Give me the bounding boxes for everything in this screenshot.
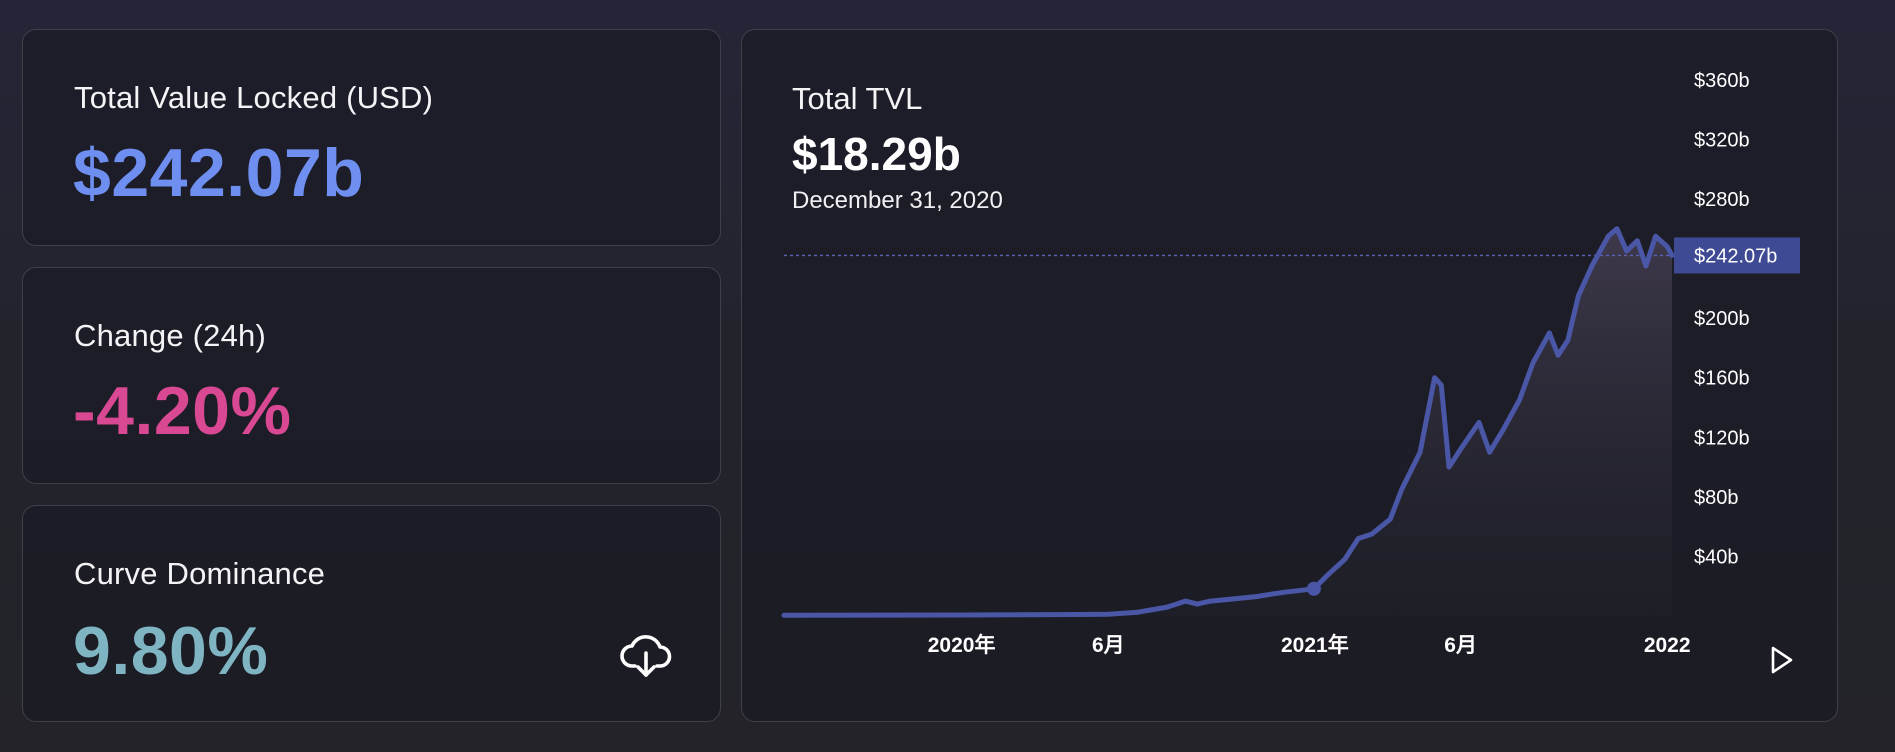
download-button[interactable] <box>618 631 674 681</box>
y-tick-label: $40b <box>1694 546 1739 568</box>
change-label: Change (24h) <box>74 318 266 353</box>
x-tick-label: 2020年 <box>928 633 996 657</box>
tvl-area-fill <box>784 228 1672 616</box>
tvl-line-series <box>781 226 1675 618</box>
tvl-card: Total Value Locked (USD) $242.07b <box>22 29 721 246</box>
tvl-chart[interactable]: $40b $80b $120b $160b $200b $280b $320b $360b 2… <box>742 30 1839 723</box>
x-tick-label: 6月 <box>1444 634 1477 657</box>
current-value-badge <box>1674 237 1800 274</box>
y-tick-label: $280b <box>1694 189 1750 211</box>
x-tick-label: 2021年 <box>1281 633 1349 657</box>
change-card: Change (24h) -4.20% <box>22 267 721 484</box>
y-tick-label: $80b <box>1694 487 1739 509</box>
dominance-label: Curve Dominance <box>74 556 326 591</box>
tvl-label: Total Value Locked (USD) <box>74 80 434 115</box>
dominance-value: 9.80% <box>73 613 269 689</box>
highlight-point <box>1306 581 1321 596</box>
tvl-value: $242.07b <box>73 135 365 211</box>
chart-title: Total TVL <box>792 81 923 116</box>
play-button[interactable] <box>1762 640 1802 680</box>
dominance-card: Curve Dominance 9.80% <box>22 505 721 722</box>
y-tick-label: $160b <box>1694 368 1750 390</box>
y-tick-label: $200b <box>1694 308 1750 330</box>
y-tick-label: $320b <box>1694 129 1750 151</box>
change-value: -4.20% <box>73 373 292 449</box>
chart-hover-date: December 31, 2020 <box>792 187 1003 214</box>
current-value-label: $242.07b <box>1694 245 1777 267</box>
cloud-download-icon <box>620 635 672 677</box>
x-tick-label: 6月 <box>1092 634 1125 657</box>
y-tick-label: $360b <box>1694 70 1750 92</box>
y-tick-label: $120b <box>1694 427 1750 449</box>
x-tick-label: 2022 <box>1644 634 1691 657</box>
tvl-chart-card: $40b $80b $120b $160b $200b $280b $320b $360b 2… <box>741 29 1838 722</box>
chart-hover-value: $18.29b <box>792 128 961 180</box>
play-icon <box>1771 646 1793 674</box>
